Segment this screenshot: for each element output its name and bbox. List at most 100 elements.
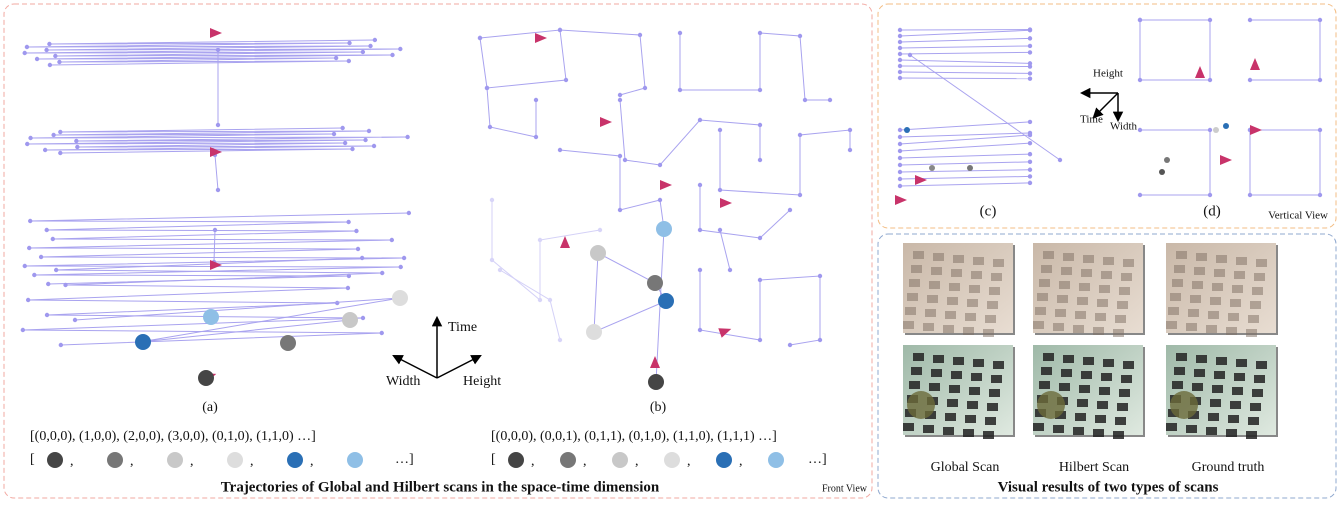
window <box>983 329 994 337</box>
window <box>1176 251 1187 259</box>
window <box>987 301 998 309</box>
trajectory-node <box>898 52 902 56</box>
trajectory-node <box>390 53 394 57</box>
trajectory-node <box>74 139 78 143</box>
trajectory-line <box>560 30 645 95</box>
trajectory-node <box>398 47 402 51</box>
window <box>1212 385 1223 393</box>
trajectory-node <box>658 163 662 167</box>
trajectory-node <box>47 42 51 46</box>
window <box>1081 269 1092 277</box>
window <box>973 257 984 265</box>
window <box>1250 403 1261 411</box>
trajectory-node <box>1028 168 1032 172</box>
window <box>1077 297 1088 305</box>
trajectory-node <box>1208 78 1212 82</box>
trajectory-node <box>758 31 762 35</box>
trajectory-node <box>1028 174 1032 178</box>
direction-cone <box>560 236 570 248</box>
direction-cone <box>535 33 547 43</box>
trajectory-node <box>698 118 702 122</box>
trajectory-node <box>45 313 49 317</box>
trajectory-node <box>32 273 36 277</box>
window <box>1083 357 1094 365</box>
trajectory-node <box>618 208 622 212</box>
window <box>1033 321 1044 329</box>
trajectory-node <box>898 70 902 74</box>
scan-dot <box>586 324 602 340</box>
trajectory-line <box>215 155 218 190</box>
trajectory-node <box>490 198 494 202</box>
trajectory-node <box>340 126 344 130</box>
window <box>1073 427 1084 435</box>
subfigure-label: (c) <box>980 203 997 219</box>
sequence: [(0,0,0), (0,0,1), (0,1,1), (0,1,0), (1,… <box>491 429 777 444</box>
trajectory-node <box>828 98 832 102</box>
window <box>1063 253 1074 261</box>
trajectory-node <box>23 264 27 268</box>
trajectory-node <box>213 228 217 232</box>
trajectory-node <box>1208 193 1212 197</box>
window <box>1236 257 1247 265</box>
trajectory-node <box>63 283 67 287</box>
trajectory-node <box>51 133 55 137</box>
scan-dot <box>929 165 935 171</box>
direction-cone <box>1195 66 1205 78</box>
window <box>1186 323 1197 331</box>
trajectory-node <box>898 128 902 132</box>
trajectory-node <box>898 40 902 44</box>
trajectory-node <box>360 256 364 260</box>
trajectory-line <box>487 88 536 137</box>
window <box>947 297 958 305</box>
window <box>1121 273 1132 281</box>
window <box>1172 279 1183 287</box>
direction-cone <box>650 356 660 368</box>
trajectory-node <box>346 220 350 224</box>
window <box>1053 323 1064 331</box>
window <box>913 251 924 259</box>
window <box>963 429 974 437</box>
window <box>1248 315 1259 323</box>
trajectory-node <box>1028 141 1032 145</box>
trajectory-node <box>58 130 62 134</box>
trajectory-node <box>558 338 562 342</box>
subfigure-label: (b) <box>650 400 667 415</box>
window <box>969 387 980 395</box>
trajectory-line <box>680 33 830 100</box>
direction-cone <box>1250 58 1260 70</box>
tree <box>1037 391 1065 419</box>
trajectory-line <box>25 40 401 65</box>
trajectory-node <box>898 135 902 139</box>
window <box>983 431 994 439</box>
trajectory-node <box>346 286 350 290</box>
window <box>925 309 936 317</box>
window <box>991 273 1002 281</box>
trajectory-node <box>758 123 762 127</box>
window <box>1212 283 1223 291</box>
window <box>909 279 920 287</box>
separator: , <box>70 454 74 469</box>
trajectory-node <box>75 145 79 149</box>
window <box>1166 423 1177 431</box>
bracket: …] <box>808 452 827 467</box>
window <box>1101 271 1112 279</box>
trajectory-node <box>35 57 39 61</box>
trajectory-node <box>898 170 902 174</box>
window <box>989 287 1000 295</box>
window <box>963 327 974 335</box>
window <box>1113 431 1124 439</box>
trajectory-node <box>334 56 338 60</box>
window <box>991 375 1002 383</box>
window <box>1210 297 1221 305</box>
direction-cone <box>660 180 672 190</box>
trajectory-node <box>39 255 43 259</box>
trajectory-node <box>618 93 622 97</box>
scan-dot <box>342 312 358 328</box>
trajectory-line <box>480 30 566 88</box>
trajectory-node <box>380 331 384 335</box>
scan-dot <box>198 370 214 386</box>
window <box>1033 423 1044 431</box>
trajectory-node <box>798 34 802 38</box>
bracket: [ <box>30 452 35 467</box>
trajectory-node <box>788 343 792 347</box>
